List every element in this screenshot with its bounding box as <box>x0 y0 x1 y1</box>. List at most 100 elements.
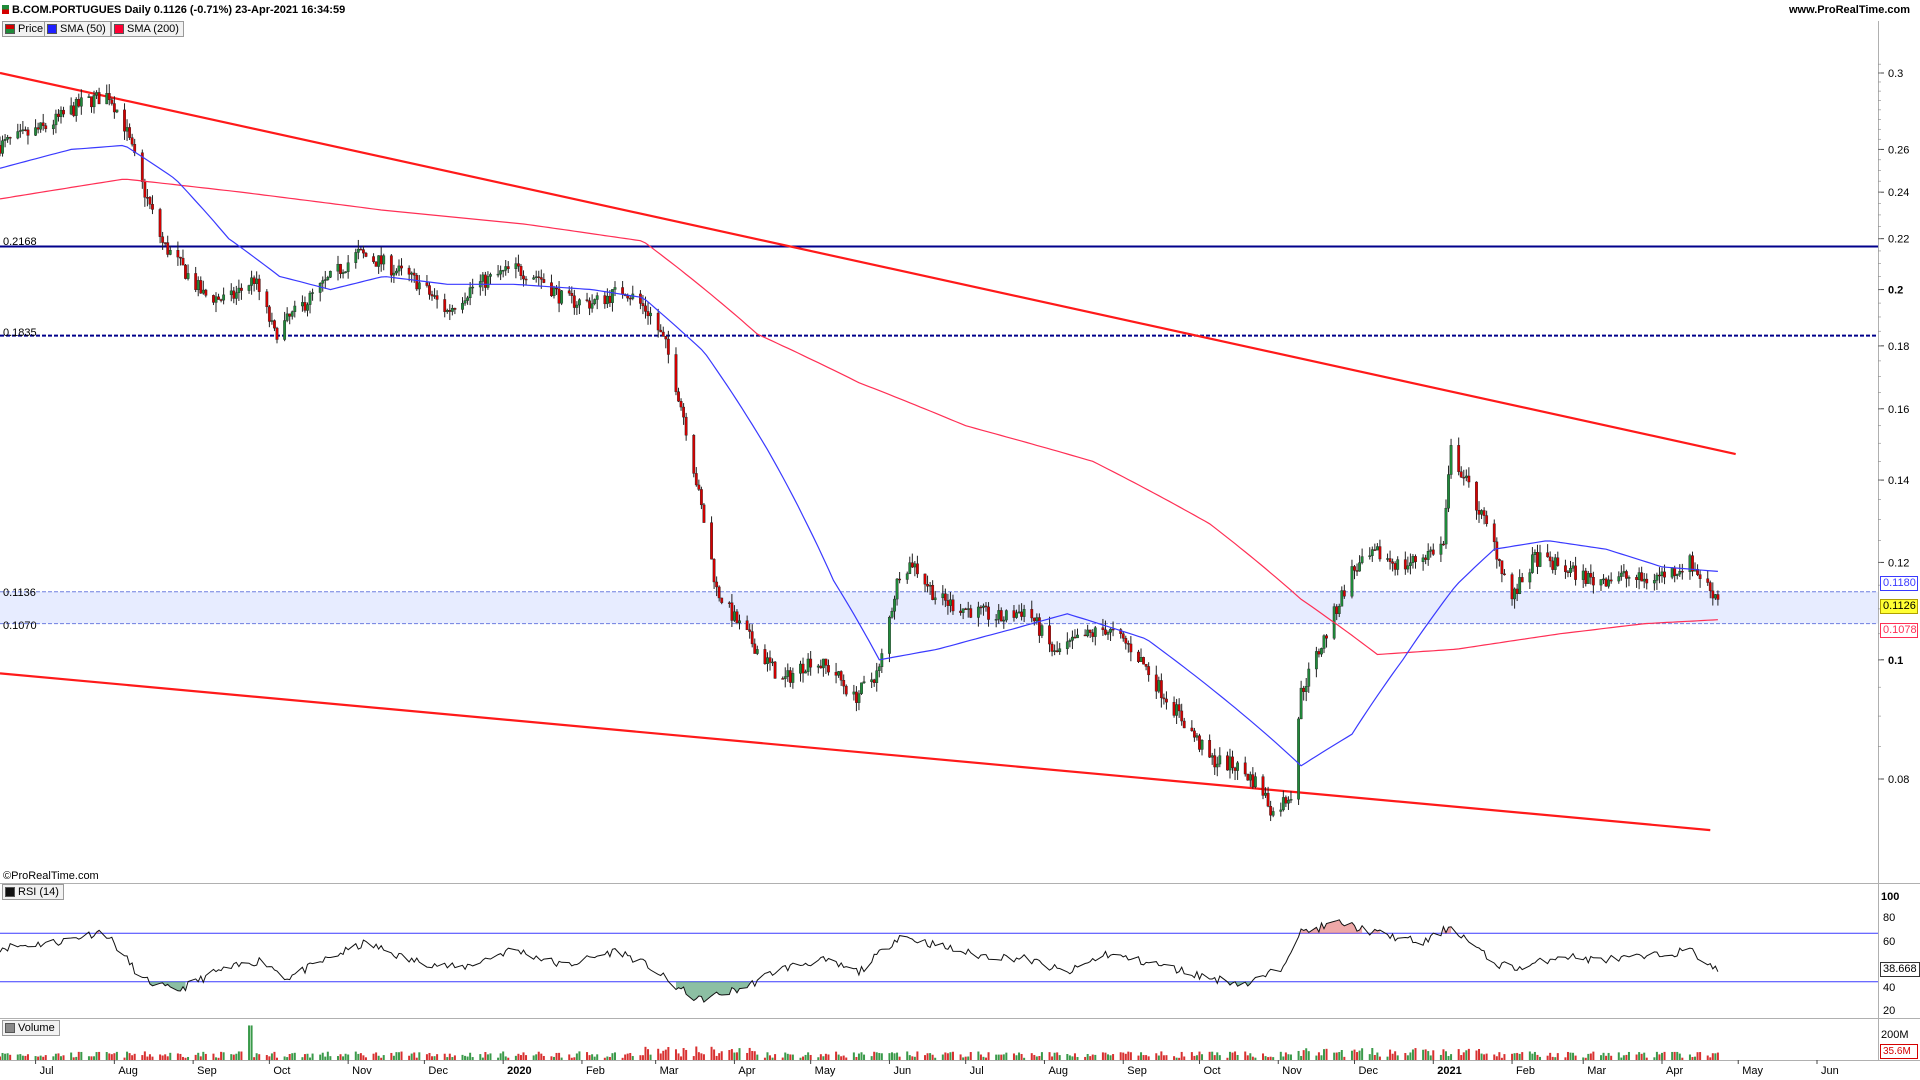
volume-bar <box>1635 1054 1638 1060</box>
candle-body <box>181 257 185 266</box>
volume-bar <box>1394 1051 1397 1060</box>
volume-bar <box>540 1053 543 1060</box>
legend-rsi[interactable]: RSI (14) <box>2 884 64 900</box>
volume-bar <box>514 1055 517 1060</box>
volume-bar <box>21 1055 24 1060</box>
site-label[interactable]: www.ProRealTime.com <box>1788 4 1910 16</box>
volume-bar <box>301 1057 304 1060</box>
candle-body <box>1017 611 1021 614</box>
volume-bar <box>484 1052 487 1060</box>
volume-bar <box>286 1057 289 1060</box>
candle-body <box>1424 557 1428 560</box>
candle-body <box>781 678 785 680</box>
volume-bar <box>1262 1053 1265 1060</box>
volume-bar <box>753 1051 756 1060</box>
trend-line-1[interactable] <box>0 672 1711 832</box>
candle-body <box>1520 577 1524 583</box>
candle-body <box>179 256 182 259</box>
volume-bar <box>1084 1056 1087 1060</box>
price-tick-label: 0.18 <box>1888 341 1909 353</box>
candle-body <box>1032 617 1036 622</box>
trend-line-0[interactable] <box>0 71 1736 456</box>
candle-body <box>1513 588 1516 600</box>
candle-body <box>730 602 734 621</box>
candle-body <box>839 671 843 681</box>
volume-bar <box>166 1056 169 1060</box>
volume-bar <box>70 1052 73 1060</box>
candle-body <box>288 313 292 317</box>
legend-sma50[interactable]: SMA (50) <box>44 21 111 37</box>
volume-bar <box>306 1053 309 1060</box>
candle-body <box>400 265 403 269</box>
time-tick-label: May <box>1742 1065 1763 1077</box>
volume-bar <box>1002 1054 1005 1060</box>
volume-bar <box>1447 1055 1450 1060</box>
candle-body <box>621 287 625 295</box>
time-tick-label: Aug <box>118 1065 138 1077</box>
candle-body <box>24 129 27 131</box>
price-tick-label: 0.26 <box>1888 144 1909 156</box>
candle-body <box>1482 510 1486 516</box>
volume-bar <box>4 1053 7 1060</box>
candle-body <box>1495 541 1499 560</box>
volume-bar <box>985 1057 988 1060</box>
candle-body <box>959 610 963 613</box>
candle-body <box>204 289 208 296</box>
volume-bar <box>1030 1053 1033 1060</box>
volume-bar <box>1356 1052 1359 1060</box>
volume-bar <box>1051 1056 1054 1060</box>
candle-body <box>0 145 2 154</box>
volume-bar <box>1056 1052 1059 1060</box>
volume-bar <box>499 1053 502 1060</box>
candle-body <box>201 289 205 294</box>
rsi-line[interactable] <box>0 919 1719 1003</box>
volume-bar <box>148 1054 151 1060</box>
volume-bar <box>1190 1052 1193 1060</box>
candle-body <box>715 581 719 588</box>
volume-bar <box>1554 1057 1557 1060</box>
candle-body <box>354 252 358 263</box>
sma50-path[interactable] <box>0 144 1718 767</box>
candle-body <box>232 290 236 299</box>
sma200-path[interactable] <box>0 178 1718 656</box>
volume-bar <box>835 1051 838 1060</box>
time-tick-label: Apr <box>738 1065 755 1077</box>
rsi-tick-20: 20 <box>1883 1005 1896 1017</box>
legend-sma200[interactable]: SMA (200) <box>111 21 184 37</box>
candle-body <box>1584 570 1588 584</box>
candle-body <box>555 287 558 290</box>
volume-bar <box>878 1052 881 1060</box>
volume-bar <box>1625 1054 1628 1060</box>
volume-bar <box>9 1054 12 1060</box>
candle-body <box>799 663 802 674</box>
legend-price[interactable]: Price <box>2 21 49 37</box>
volume-bar <box>1178 1057 1181 1060</box>
volume-bar <box>471 1057 474 1060</box>
candle-body <box>1299 687 1303 720</box>
candle-body <box>461 302 464 310</box>
legend-volume[interactable]: Volume <box>2 1020 60 1036</box>
candle-body <box>1442 543 1445 546</box>
candle-body <box>1574 565 1577 580</box>
candle-body <box>1264 792 1267 796</box>
candle-body <box>1375 546 1379 551</box>
candle-body <box>1068 640 1072 642</box>
candle-body <box>433 295 436 297</box>
candle-body <box>783 676 787 679</box>
volume-bar <box>735 1052 738 1060</box>
volume-bar <box>265 1055 268 1060</box>
volume-bar <box>357 1053 360 1060</box>
candle-body <box>229 290 233 296</box>
volume-bar <box>1201 1054 1204 1060</box>
volume-bar <box>187 1056 190 1060</box>
candle-body <box>1510 574 1514 600</box>
volume-bar <box>1173 1056 1176 1060</box>
volume-bar <box>1018 1052 1021 1060</box>
candle-body <box>496 273 500 276</box>
volume-bar <box>1124 1053 1127 1060</box>
candle-body <box>1378 546 1382 560</box>
candle-body <box>979 606 983 609</box>
volume-bar <box>1287 1054 1290 1060</box>
volume-bar <box>659 1053 662 1060</box>
volume-bar <box>16 1054 19 1060</box>
